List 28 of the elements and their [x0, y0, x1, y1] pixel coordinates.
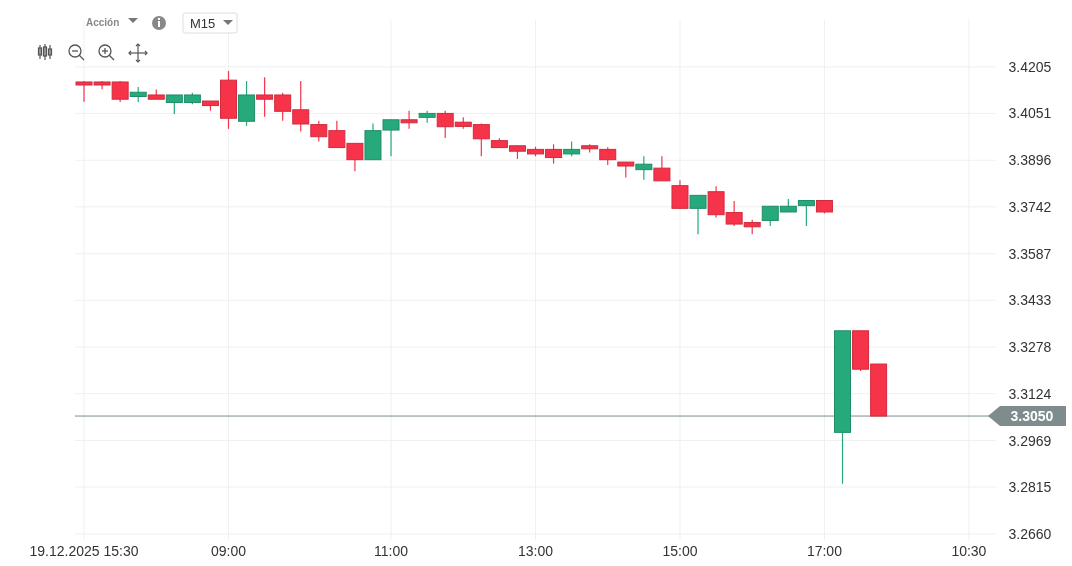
candlestick [671, 179, 689, 209]
candlestick [418, 110, 436, 124]
x-tick-label: 10:30 [951, 543, 987, 559]
chart-subtitle: Acción [86, 17, 120, 28]
y-tick-label: 3.3124 [1008, 385, 1052, 402]
candlestick [653, 155, 671, 182]
candlestick [797, 199, 815, 227]
y-tick-label: 3.4051 [1008, 105, 1052, 122]
y-tick-label: 3.2660 [1008, 525, 1052, 542]
y-tick-label: 3.3587 [1008, 245, 1052, 262]
x-tick-label: 13:00 [517, 543, 554, 559]
x-tick-label: 15:00 [662, 543, 698, 559]
x-tick-label: 09:00 [210, 543, 247, 559]
candlestick [400, 110, 418, 130]
candlestick [635, 155, 653, 181]
x-tick-label: 17:00 [806, 543, 843, 559]
annotation: M15 [190, 16, 216, 31]
y-tick-label: 3.2969 [1008, 432, 1052, 449]
x-tick-label: 19.12.2025 15:30 [29, 543, 139, 559]
y-tick-label: 3.3742 [1008, 198, 1052, 215]
y-tick-label: 3.2815 [1008, 479, 1052, 496]
ref-line-label: 3.3050 [1010, 408, 1054, 425]
x-tick-label: 11:00 [374, 543, 409, 559]
y-tick-label: 3.3896 [1008, 152, 1052, 169]
y-tick-label: 3.4205 [1008, 58, 1052, 75]
y-tick-label: 3.3433 [1008, 292, 1052, 309]
candlestick [689, 194, 707, 235]
y-tick-label: 3.3278 [1008, 339, 1052, 356]
